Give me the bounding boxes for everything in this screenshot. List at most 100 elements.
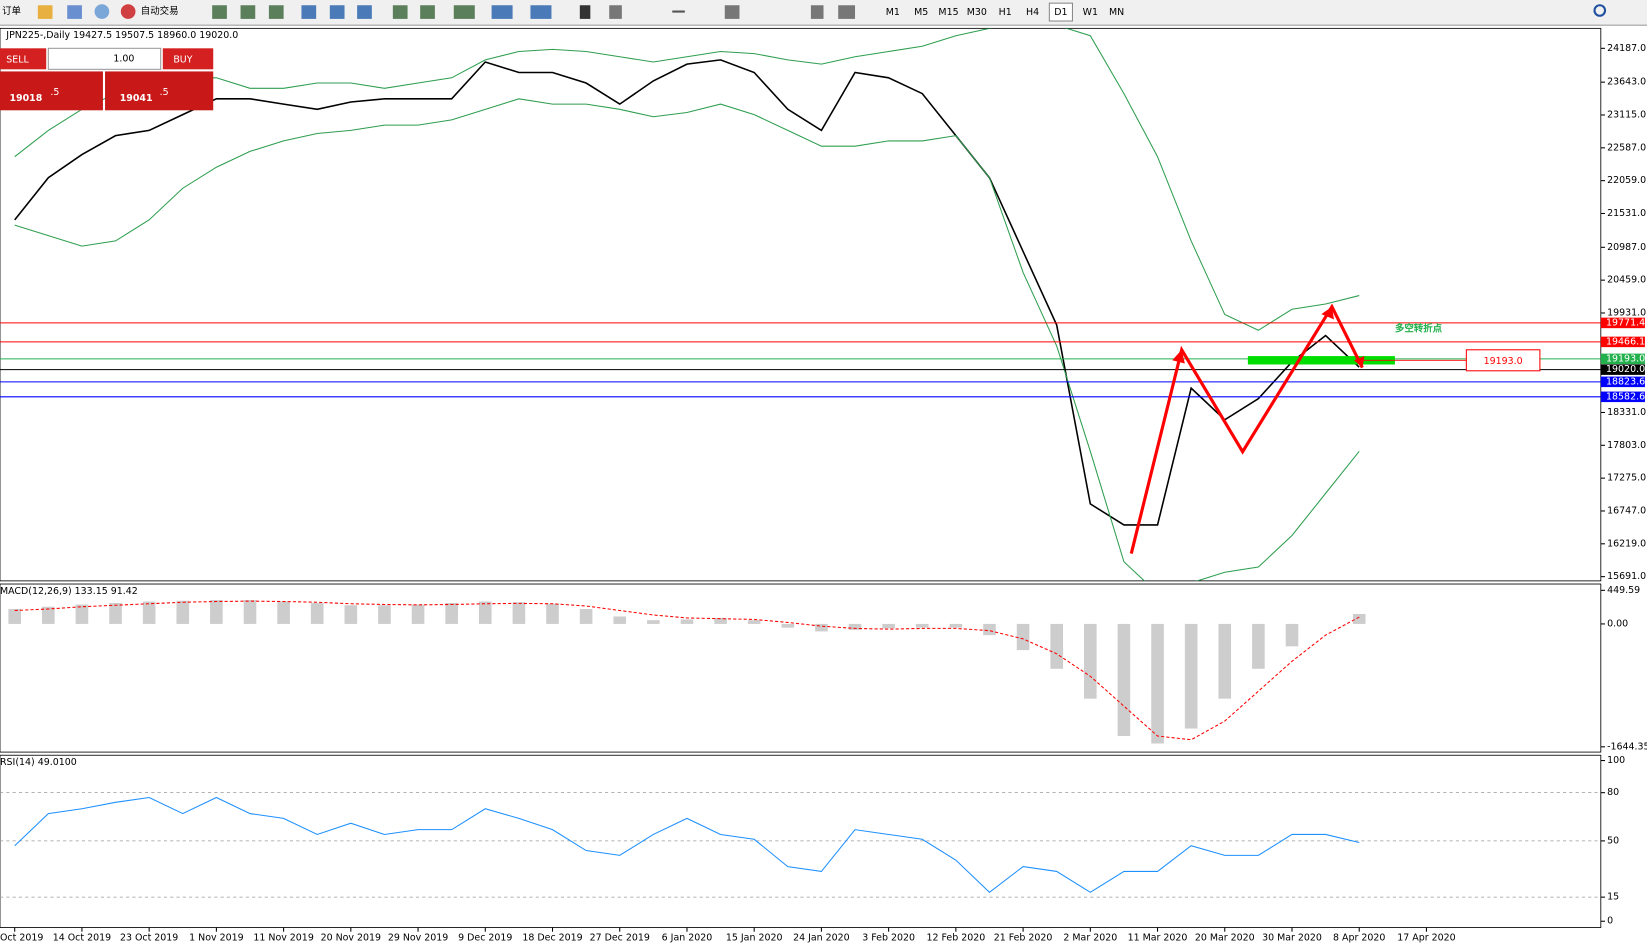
x-tick-label: 11 Nov 2019 bbox=[253, 933, 313, 944]
buy-label[interactable]: BUY bbox=[173, 54, 192, 65]
icon[interactable] bbox=[392, 5, 408, 19]
x-tick-label: 30 Mar 2020 bbox=[1262, 933, 1322, 944]
level-tag-label: 19771.4 bbox=[1606, 317, 1645, 328]
icon[interactable] bbox=[579, 5, 591, 19]
level-tag bbox=[1600, 336, 1645, 348]
timeframe[interactable]: D1 bbox=[1054, 7, 1067, 18]
x-tick-label: 21 Feb 2020 bbox=[994, 933, 1053, 944]
menu-order[interactable]: 订单 bbox=[2, 5, 21, 17]
histogram-bar bbox=[411, 604, 425, 624]
histogram-bar bbox=[478, 601, 492, 624]
timeframe[interactable]: M15 bbox=[938, 7, 958, 18]
buy-price[interactable]: 19041 bbox=[120, 93, 153, 104]
level-tag-label: 19193.0 bbox=[1606, 353, 1645, 364]
histogram-bar bbox=[378, 605, 391, 624]
icon[interactable] bbox=[420, 5, 435, 19]
sell-price-box[interactable] bbox=[0, 71, 103, 111]
auto-trade[interactable]: 自动交易 bbox=[141, 5, 179, 17]
histogram-bar bbox=[714, 617, 727, 624]
histogram-bar bbox=[1084, 623, 1097, 699]
histogram-bar bbox=[1252, 623, 1265, 669]
timeframes: M1 M5 M15 M30 H1 H4 D1 W1 MN bbox=[886, 2, 1124, 22]
icon[interactable] bbox=[724, 5, 740, 19]
y-tick-label: 18331.0 bbox=[1607, 407, 1646, 418]
timeframe[interactable]: MN bbox=[1109, 7, 1124, 18]
x-tick-label: 20 Mar 2020 bbox=[1195, 933, 1255, 944]
x-tick-label: 9 Dec 2019 bbox=[458, 933, 512, 944]
y-tick-label: 0.00 bbox=[1607, 618, 1628, 629]
support-bar bbox=[1247, 356, 1395, 365]
icon[interactable] bbox=[357, 5, 372, 19]
timeframe[interactable]: W1 bbox=[1083, 7, 1098, 18]
histogram-bar bbox=[647, 620, 660, 624]
sell-label[interactable]: SELL bbox=[6, 54, 29, 65]
main-panel bbox=[0, 27, 1602, 582]
y-tick-label: 21531.0 bbox=[1607, 208, 1646, 219]
y-tick-label: 80 bbox=[1607, 787, 1619, 798]
x-tick-label: Oct 2019 bbox=[0, 933, 43, 944]
x-tick-label: 2 Mar 2020 bbox=[1063, 933, 1117, 944]
histogram-bar bbox=[142, 601, 156, 624]
auto-trade-icon[interactable] bbox=[120, 4, 136, 19]
y-tick-label: 16219.0 bbox=[1607, 538, 1646, 549]
y-tick-label: 24187.0 bbox=[1607, 43, 1646, 54]
icon[interactable] bbox=[530, 5, 552, 19]
icon[interactable] bbox=[212, 5, 227, 19]
active-timeframe bbox=[1048, 2, 1073, 22]
icon[interactable] bbox=[453, 5, 475, 19]
zigzag-arrow bbox=[1129, 303, 1364, 554]
arrowhead bbox=[1172, 349, 1185, 364]
level-tag bbox=[1600, 317, 1645, 329]
icon[interactable] bbox=[67, 5, 82, 19]
y-tick-label: 16747.0 bbox=[1607, 505, 1646, 516]
timeframe[interactable]: H4 bbox=[1026, 7, 1039, 18]
icon[interactable] bbox=[810, 5, 824, 19]
icon[interactable] bbox=[240, 5, 256, 19]
level-tag-label: 18823.6 bbox=[1606, 376, 1645, 387]
y-tick-label: 23643.0 bbox=[1607, 77, 1646, 88]
buy-price-frac[interactable]: .5 bbox=[160, 87, 169, 98]
volume-input[interactable] bbox=[47, 47, 162, 70]
sell-price[interactable]: 19018 bbox=[9, 93, 42, 104]
timeframe[interactable]: M30 bbox=[967, 7, 987, 18]
buy-button[interactable] bbox=[162, 48, 214, 70]
icon[interactable] bbox=[491, 5, 513, 19]
timeframe[interactable]: M5 bbox=[914, 7, 928, 18]
timeframe[interactable]: M1 bbox=[886, 7, 900, 18]
histogram-bar bbox=[1285, 623, 1299, 647]
icon[interactable] bbox=[268, 5, 284, 19]
x-tick-label: 1 Nov 2019 bbox=[189, 933, 243, 944]
histogram-bar bbox=[781, 623, 795, 628]
y-tick-label: 449.59 bbox=[1607, 585, 1640, 596]
icon[interactable] bbox=[672, 10, 685, 13]
macd-plot bbox=[8, 600, 1366, 744]
volume[interactable]: 1.00 bbox=[113, 53, 134, 64]
search-icon[interactable] bbox=[1593, 4, 1607, 17]
icon[interactable] bbox=[329, 5, 345, 19]
panel-title: RSI(14) 49.0100 bbox=[0, 757, 77, 768]
histogram-bar bbox=[882, 623, 895, 629]
timeframe[interactable]: H1 bbox=[999, 7, 1012, 18]
histogram-bar bbox=[1050, 623, 1064, 669]
histogram-bar bbox=[210, 600, 223, 624]
histogram-bar bbox=[848, 623, 862, 630]
histogram-bar bbox=[277, 601, 290, 624]
x-tick-label: 6 Jan 2020 bbox=[662, 933, 713, 944]
x-tick-label: 11 Mar 2020 bbox=[1128, 933, 1188, 944]
icon[interactable] bbox=[37, 5, 53, 19]
panel-title: MACD(12,26,9) 133.15 91.42 bbox=[0, 586, 138, 597]
buy-price-box[interactable] bbox=[105, 71, 214, 111]
sell-button[interactable] bbox=[0, 48, 47, 70]
panel-title: JPN225-,Daily 19427.5 19507.5 18960.0 19… bbox=[5, 30, 238, 41]
annotation: 多空转折点 19193.0 bbox=[1129, 303, 1541, 554]
icon[interactable] bbox=[94, 4, 110, 19]
y-tick-label: 100 bbox=[1607, 755, 1625, 766]
histogram-bar bbox=[1352, 613, 1366, 624]
x-tick-label: 23 Oct 2019 bbox=[120, 933, 178, 944]
icon[interactable] bbox=[301, 5, 317, 19]
icon[interactable] bbox=[609, 5, 622, 19]
icon[interactable] bbox=[838, 5, 856, 19]
sell-price-frac[interactable]: .5 bbox=[50, 87, 59, 98]
